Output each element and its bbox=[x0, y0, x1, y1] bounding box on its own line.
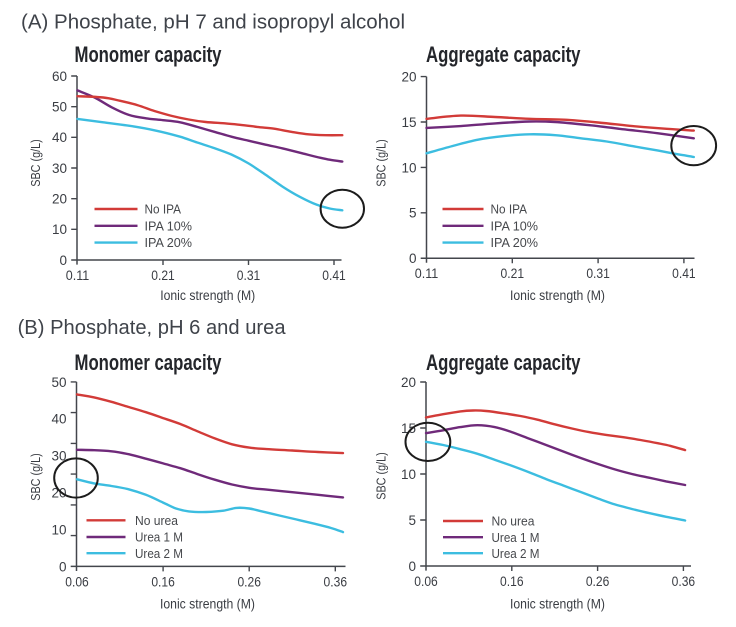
svg-text:0.36: 0.36 bbox=[324, 574, 348, 589]
svg-text:0.16: 0.16 bbox=[151, 574, 175, 589]
svg-text:Ionic strength (M): Ionic strength (M) bbox=[160, 596, 255, 611]
svg-text:20: 20 bbox=[401, 375, 416, 390]
svg-text:0.26: 0.26 bbox=[237, 574, 261, 589]
svg-text:SBC (g/L): SBC (g/L) bbox=[28, 139, 43, 187]
svg-text:10: 10 bbox=[51, 522, 66, 537]
svg-text:No IPA: No IPA bbox=[145, 202, 182, 217]
svg-text:0.11: 0.11 bbox=[66, 268, 90, 283]
svg-text:Aggregate capacity: Aggregate capacity bbox=[426, 42, 581, 67]
svg-text:0.41: 0.41 bbox=[322, 268, 346, 283]
svg-text:IPA 10%: IPA 10% bbox=[491, 218, 539, 233]
svg-text:0.36: 0.36 bbox=[672, 574, 696, 589]
svg-text:SBC (g/L): SBC (g/L) bbox=[374, 139, 389, 187]
svg-text:10: 10 bbox=[401, 467, 416, 482]
svg-text:0.41: 0.41 bbox=[672, 266, 696, 281]
svg-text:0: 0 bbox=[59, 253, 67, 268]
svg-text:(A) Phosphate, pH 7 and isopro: (A) Phosphate, pH 7 and isopropyl alcoho… bbox=[21, 12, 405, 34]
svg-text:15: 15 bbox=[401, 115, 416, 130]
svg-text:SBC (g/L): SBC (g/L) bbox=[28, 453, 43, 501]
svg-text:SBC (g/L): SBC (g/L) bbox=[374, 452, 389, 500]
svg-text:(B) Phosphate, pH 6 and urea: (B) Phosphate, pH 6 and urea bbox=[18, 317, 287, 339]
svg-text:Urea 2 M: Urea 2 M bbox=[492, 546, 540, 561]
svg-text:5: 5 bbox=[408, 513, 416, 528]
svg-text:50: 50 bbox=[52, 100, 67, 115]
svg-text:10: 10 bbox=[401, 160, 416, 175]
svg-text:Aggregate capacity: Aggregate capacity bbox=[426, 350, 581, 375]
svg-text:0: 0 bbox=[409, 251, 417, 266]
svg-text:5: 5 bbox=[409, 206, 417, 221]
svg-text:0.21: 0.21 bbox=[501, 266, 525, 281]
svg-text:15: 15 bbox=[401, 421, 416, 436]
svg-text:0.31: 0.31 bbox=[237, 268, 261, 283]
svg-text:IPA 10%: IPA 10% bbox=[145, 218, 193, 233]
svg-text:0.16: 0.16 bbox=[500, 574, 524, 589]
svg-text:0: 0 bbox=[59, 559, 67, 574]
svg-text:No urea: No urea bbox=[135, 513, 179, 528]
svg-text:Urea 1 M: Urea 1 M bbox=[135, 530, 183, 545]
svg-text:10: 10 bbox=[52, 222, 67, 237]
svg-text:Monomer capacity: Monomer capacity bbox=[75, 42, 223, 67]
svg-text:0: 0 bbox=[408, 559, 416, 574]
svg-text:20: 20 bbox=[52, 192, 67, 207]
svg-text:40: 40 bbox=[52, 130, 67, 145]
svg-text:50: 50 bbox=[51, 375, 66, 390]
svg-text:0.06: 0.06 bbox=[65, 574, 89, 589]
svg-text:Ionic strength (M): Ionic strength (M) bbox=[510, 288, 605, 303]
svg-text:30: 30 bbox=[52, 161, 67, 176]
svg-text:IPA 20%: IPA 20% bbox=[491, 235, 539, 250]
svg-text:0.26: 0.26 bbox=[586, 574, 610, 589]
svg-text:30: 30 bbox=[51, 449, 66, 464]
svg-text:40: 40 bbox=[51, 412, 66, 427]
svg-text:0.31: 0.31 bbox=[586, 266, 610, 281]
svg-text:20: 20 bbox=[401, 70, 416, 85]
svg-text:Ionic strength (M): Ionic strength (M) bbox=[160, 288, 255, 303]
svg-text:Monomer capacity: Monomer capacity bbox=[75, 350, 223, 375]
svg-text:No urea: No urea bbox=[492, 514, 536, 529]
svg-text:IPA 20%: IPA 20% bbox=[145, 235, 193, 250]
svg-text:0.21: 0.21 bbox=[151, 268, 175, 283]
svg-text:60: 60 bbox=[52, 69, 67, 84]
svg-text:Urea 2 M: Urea 2 M bbox=[135, 546, 183, 561]
svg-text:Urea 1 M: Urea 1 M bbox=[492, 530, 540, 545]
svg-text:No IPA: No IPA bbox=[491, 202, 528, 217]
svg-text:Ionic strength (M): Ionic strength (M) bbox=[510, 596, 605, 611]
svg-text:0.11: 0.11 bbox=[415, 266, 439, 281]
svg-text:0.06: 0.06 bbox=[414, 574, 438, 589]
svg-text:20: 20 bbox=[51, 486, 66, 501]
